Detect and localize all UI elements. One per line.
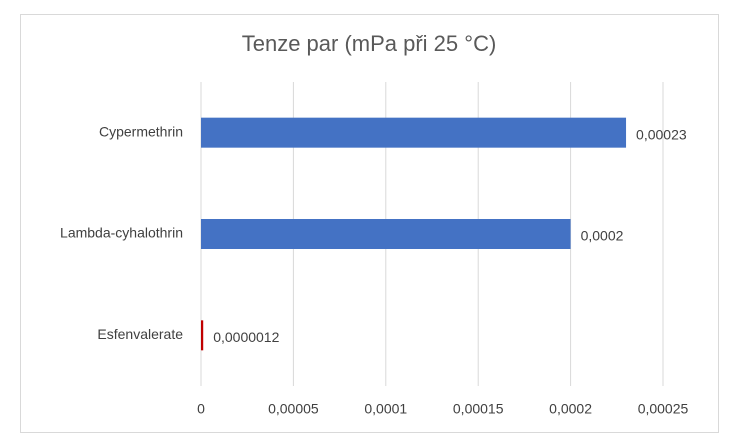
- bar: [201, 117, 627, 148]
- x-tick-label: 0,00005: [268, 401, 319, 417]
- bar: [201, 219, 571, 249]
- x-tick-label: 0,00015: [453, 401, 504, 417]
- value-label: 0,00023: [636, 126, 687, 142]
- y-tick-label: Lambda-cyhalothrin: [60, 225, 183, 241]
- y-tick-label: Cypermethrin: [99, 123, 183, 139]
- chart-title: Tenze par (mPa při 25 °C): [242, 31, 497, 56]
- y-tick-label: Esfenvalerate: [97, 326, 183, 342]
- value-label: 0,0002: [581, 228, 624, 244]
- x-tick-label: 0,0002: [549, 401, 592, 417]
- x-tick-label: 0,00025: [638, 401, 689, 417]
- bar: [201, 320, 204, 351]
- x-tick-label: 0,0001: [364, 401, 407, 417]
- value-label: 0,0000012: [213, 329, 279, 345]
- x-tick-label: 0: [197, 401, 205, 417]
